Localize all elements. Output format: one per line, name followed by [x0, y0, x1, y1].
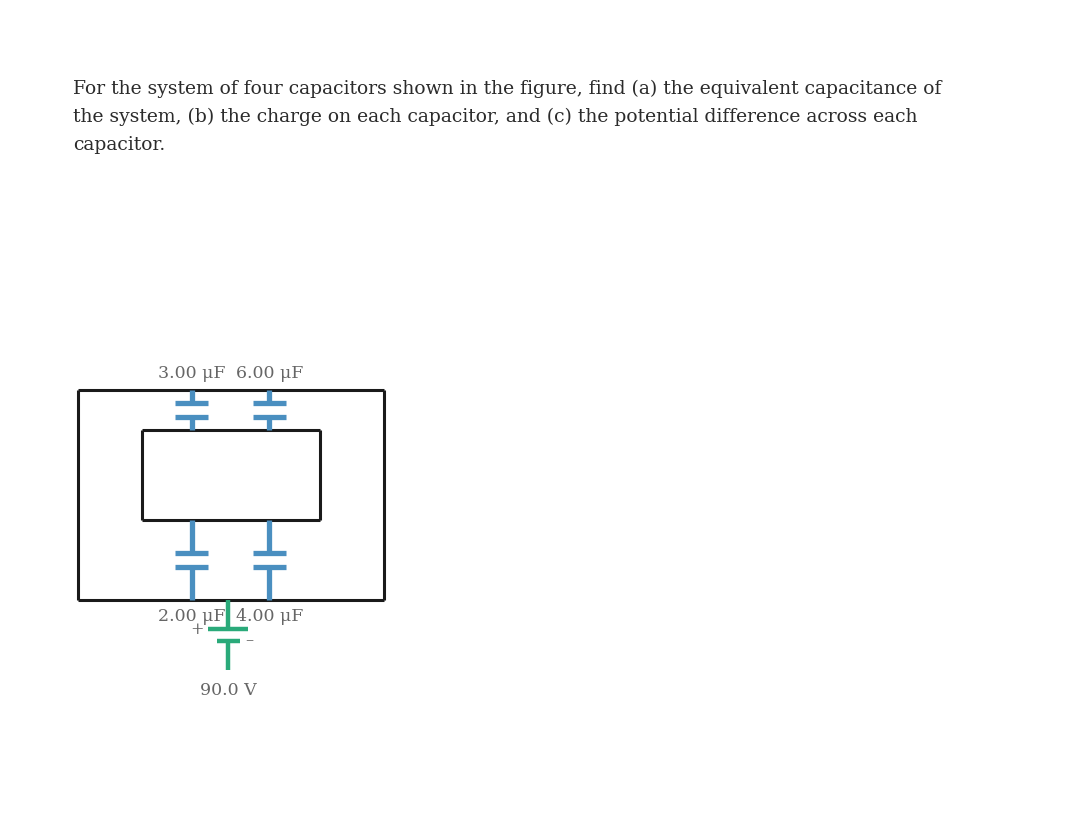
- Text: 2.00 μF: 2.00 μF: [158, 608, 226, 625]
- Text: For the system of four capacitors shown in the figure, find (a) the equivalent c: For the system of four capacitors shown …: [73, 80, 942, 98]
- Text: –: –: [245, 632, 253, 650]
- Text: 3.00 μF: 3.00 μF: [158, 365, 226, 382]
- Text: capacitor.: capacitor.: [73, 136, 165, 154]
- Text: the system, (b) the charge on each capacitor, and (c) the potential difference a: the system, (b) the charge on each capac…: [73, 108, 918, 126]
- Text: 90.0 V: 90.0 V: [200, 682, 257, 699]
- Text: 6.00 μF: 6.00 μF: [235, 365, 303, 382]
- Text: +: +: [190, 620, 204, 637]
- Text: 4.00 μF: 4.00 μF: [235, 608, 303, 625]
